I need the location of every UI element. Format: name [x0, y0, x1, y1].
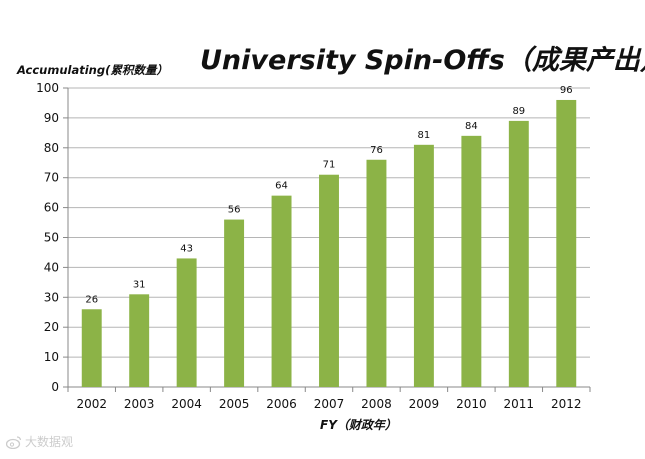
- data-label: 96: [560, 85, 573, 96]
- bar: [271, 195, 292, 387]
- y-tick-label: 0: [51, 380, 59, 394]
- x-tick-label: 2005: [219, 397, 250, 411]
- bar: [224, 219, 245, 387]
- y-tick-label: 70: [44, 171, 59, 185]
- bar: [81, 309, 102, 387]
- x-tick-label: 2010: [456, 397, 487, 411]
- x-tick-label: 2002: [76, 397, 107, 411]
- x-tick-label: 2011: [504, 397, 535, 411]
- data-label: 84: [465, 121, 478, 132]
- y-tick-label: 100: [36, 81, 59, 95]
- x-tick-label: 2003: [124, 397, 155, 411]
- data-label: 71: [323, 160, 336, 171]
- bar: [556, 99, 577, 388]
- data-label: 56: [228, 205, 241, 216]
- x-tick-label: 2012: [551, 397, 582, 411]
- y-tick-label: 40: [44, 260, 59, 274]
- data-label: 76: [370, 145, 383, 156]
- y-axis-label: Accumulating(累积数量）: [17, 63, 168, 77]
- data-label: 81: [418, 130, 431, 141]
- y-tick-label: 30: [44, 290, 59, 304]
- chart-title: University Spin-Offs（成果产出）: [200, 45, 645, 76]
- x-tick-label: 2008: [361, 397, 392, 411]
- watermark: 大数据观: [5, 433, 74, 450]
- bar: [508, 120, 529, 387]
- y-tick-label: 50: [44, 231, 59, 245]
- bar: [129, 294, 150, 387]
- y-tick-label: 60: [44, 201, 59, 215]
- x-axis-label: FY（财政年）: [320, 418, 397, 432]
- x-tick-label: 2009: [409, 397, 440, 411]
- y-tick-label: 90: [44, 111, 59, 125]
- data-label: 26: [85, 294, 98, 305]
- y-tick-label: 20: [44, 320, 59, 334]
- x-tick-label: 2007: [314, 397, 345, 411]
- bar: [319, 174, 339, 387]
- data-label: 64: [275, 181, 288, 192]
- y-tick-label: 80: [44, 141, 59, 155]
- x-tick-label: 2006: [266, 397, 297, 411]
- bar: [461, 135, 482, 387]
- x-tick-label: 2004: [171, 397, 202, 411]
- data-label: 31: [133, 279, 146, 290]
- watermark-text: 大数据观: [25, 435, 74, 449]
- y-tick-label: 10: [44, 350, 59, 364]
- bar: [413, 144, 434, 387]
- data-label: 43: [180, 243, 193, 254]
- data-label: 89: [512, 106, 525, 117]
- bar: [176, 258, 197, 387]
- weibo-logo-icon: [5, 435, 22, 449]
- bar: [366, 159, 387, 387]
